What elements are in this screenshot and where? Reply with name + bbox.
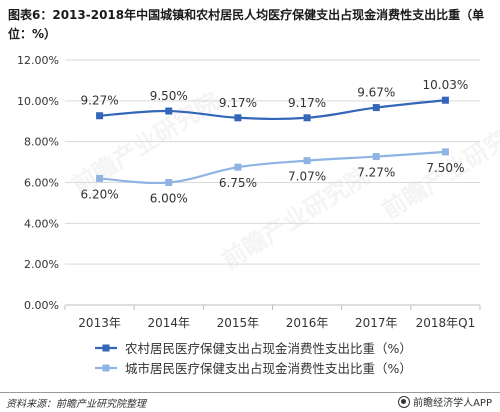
chart-title: 图表6：2013-2018年中国城镇和农村居民人均医疗保健支出占现金消费性支出比… xyxy=(8,8,485,41)
data-point-urban xyxy=(372,153,380,161)
data-label-urban: 7.07% xyxy=(288,170,326,184)
x-tick-label: 2015年 xyxy=(217,316,260,330)
data-label-rural: 9.17% xyxy=(219,96,257,110)
data-point-urban xyxy=(96,174,104,182)
data-label-rural: 9.27% xyxy=(81,94,119,108)
y-tick-label: 2.00% xyxy=(24,258,59,271)
data-point-urban xyxy=(303,157,311,165)
y-tick-label: 6.00% xyxy=(24,177,59,190)
y-tick-label: 8.00% xyxy=(24,136,59,149)
y-tick-label: 0.00% xyxy=(24,299,59,312)
data-point-urban xyxy=(234,163,242,171)
footer-divider xyxy=(0,392,500,393)
data-point-rural xyxy=(303,114,311,122)
legend-marker-urban xyxy=(102,364,110,372)
data-label-urban: 7.27% xyxy=(357,166,395,180)
data-label-rural: 9.17% xyxy=(288,96,326,110)
y-tick-label: 12.00% xyxy=(17,54,59,67)
data-point-rural xyxy=(96,112,104,120)
data-point-rural xyxy=(441,96,449,104)
source-note: 资料来源：前瞻产业研究院整理 xyxy=(6,399,146,410)
brand-logo-icon xyxy=(398,395,411,408)
series-line-rural xyxy=(99,99,446,121)
x-tick-label: 2016年 xyxy=(286,316,329,330)
data-point-rural xyxy=(234,114,242,122)
series-line-urban xyxy=(99,150,446,185)
data-label-urban: 6.20% xyxy=(81,187,119,201)
legend-marker-rural xyxy=(102,344,110,352)
data-point-rural xyxy=(165,107,173,115)
x-tick-label: 2018年Q1 xyxy=(416,316,476,330)
legend-label-rural: 农村居民医疗保健支出占现金消费性支出比重（%） xyxy=(125,341,412,356)
x-tick-label: 2014年 xyxy=(147,316,190,330)
brand-name: 前瞻经济学人APP xyxy=(413,398,492,409)
data-label-rural: 9.67% xyxy=(357,86,395,100)
brand-credit: 前瞻经济学人APP xyxy=(398,394,492,409)
x-tick-label: 2017年 xyxy=(355,316,398,330)
data-label-rural: 10.03% xyxy=(423,78,469,92)
data-label-urban: 6.75% xyxy=(219,176,257,190)
x-tick-label: 2013年 xyxy=(78,316,121,330)
data-point-urban xyxy=(165,179,173,186)
data-label-urban: 7.50% xyxy=(426,161,464,175)
data-label-urban: 6.00% xyxy=(150,192,188,206)
legend-label-urban: 城市居民医疗保健支出占现金消费性支出比重（%） xyxy=(125,361,412,376)
y-tick-label: 10.00% xyxy=(17,95,59,108)
data-label-rural: 9.50% xyxy=(150,89,188,103)
y-tick-label: 4.00% xyxy=(24,217,59,230)
data-point-urban xyxy=(441,148,449,156)
data-point-rural xyxy=(372,104,380,112)
